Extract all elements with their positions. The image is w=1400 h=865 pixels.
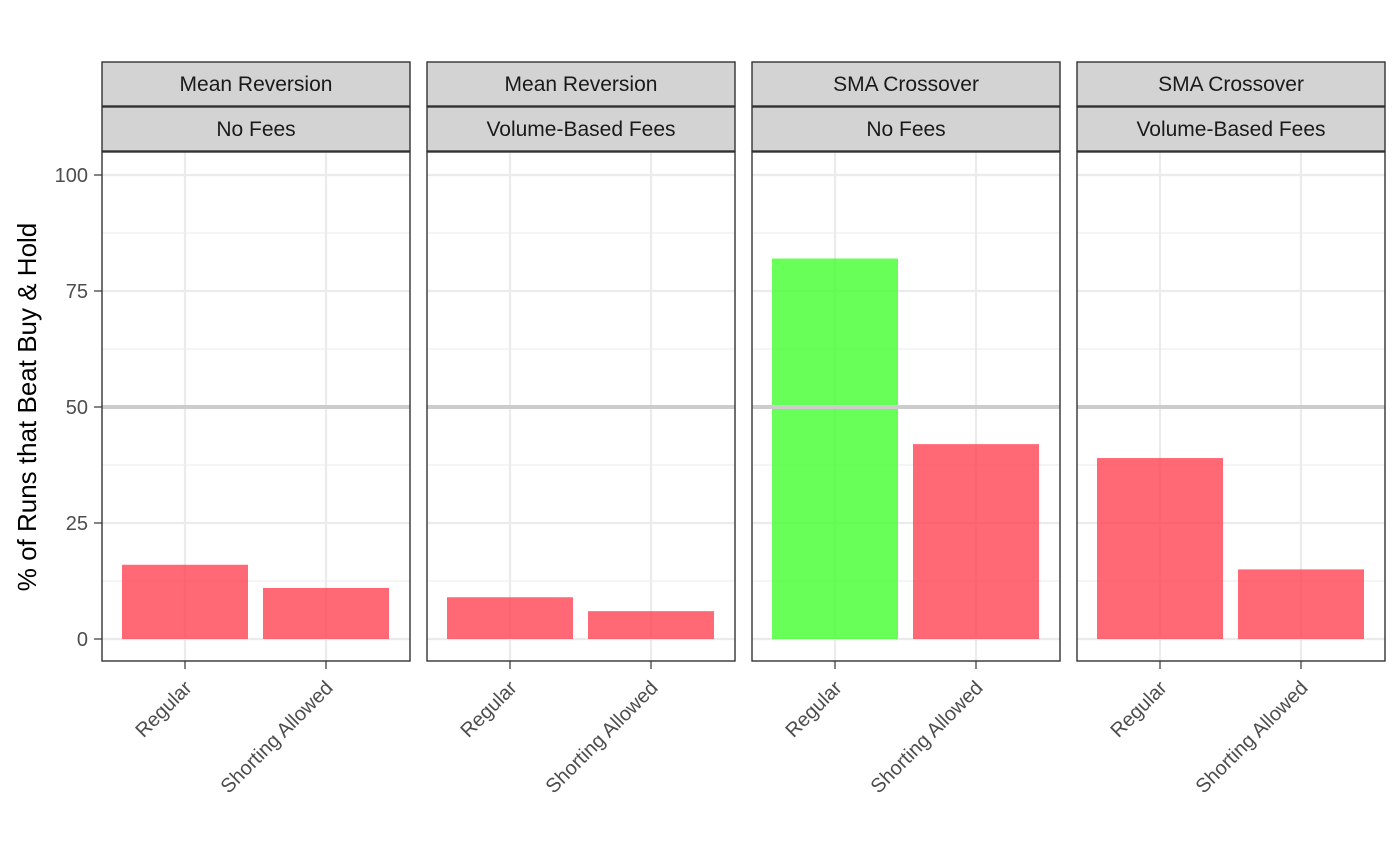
y-tick-label: 100: [55, 165, 88, 187]
y-tick-label: 25: [66, 513, 88, 535]
facet-fees-label: Volume-Based Fees: [1136, 118, 1325, 141]
x-tick-label: Shorting Allowed: [1192, 677, 1313, 798]
facet-panel: SMA Crossover Volume-Based Fees Regular Sho…: [1076, 61, 1386, 798]
bar-regular: [772, 258, 898, 639]
x-tick-label: Regular: [1106, 677, 1171, 742]
panel-border: [751, 151, 1061, 662]
facet-fees-label: No Fees: [866, 118, 945, 141]
facet-strategy-label: Mean Reversion: [505, 73, 658, 96]
y-tick-label: 0: [77, 629, 88, 651]
x-tick-label: Regular: [456, 677, 521, 742]
bar-regular: [1097, 458, 1223, 639]
facet-strip-strategy: [1076, 61, 1386, 107]
facet-fees-label: Volume-Based Fees: [486, 118, 675, 141]
x-tick-label: Shorting Allowed: [542, 677, 663, 798]
y-axis-title: % of Runs that Beat Buy & Hold: [12, 223, 42, 592]
facet-strip-fees: [1076, 106, 1386, 152]
facet-panel: Mean Reversion Volume-Based Fees Regular Sh…: [426, 61, 736, 798]
facet-strip-fees: [751, 106, 1061, 152]
y-tick-label: 50: [66, 397, 88, 419]
bar-shorting-allowed: [913, 444, 1039, 639]
facet-strategy-label: Mean Reversion: [180, 73, 333, 96]
bar-regular: [447, 597, 573, 639]
facet-strategy-label: SMA Crossover: [1158, 73, 1304, 96]
bar-shorting-allowed: [263, 587, 389, 639]
x-tick-label: Shorting Allowed: [867, 677, 988, 798]
y-tick-label: 75: [66, 281, 88, 303]
facet-panel: Mean Reversion No Fees Regular Shorting All…: [101, 61, 411, 798]
panel-border: [426, 151, 736, 662]
facet-strip-fees: [426, 106, 736, 152]
facet-panel: SMA Crossover No Fees Regular Shorting Allo…: [751, 61, 1061, 798]
facet-strip-strategy: [101, 61, 411, 107]
bar-shorting-allowed: [1238, 569, 1364, 639]
facet-strip-strategy: [426, 61, 736, 107]
x-tick-label: Shorting Allowed: [217, 677, 338, 798]
bar-shorting-allowed: [588, 611, 714, 639]
facet-fees-label: No Fees: [216, 118, 295, 141]
x-tick-label: Regular: [131, 677, 196, 742]
facet-strategy-label: SMA Crossover: [833, 73, 979, 96]
panel-border: [1076, 151, 1386, 662]
facet-strip-fees: [101, 106, 411, 152]
panel-border: [101, 151, 411, 662]
bar-regular: [122, 564, 248, 639]
facet-strip-strategy: [751, 61, 1061, 107]
x-tick-label: Regular: [781, 677, 846, 742]
